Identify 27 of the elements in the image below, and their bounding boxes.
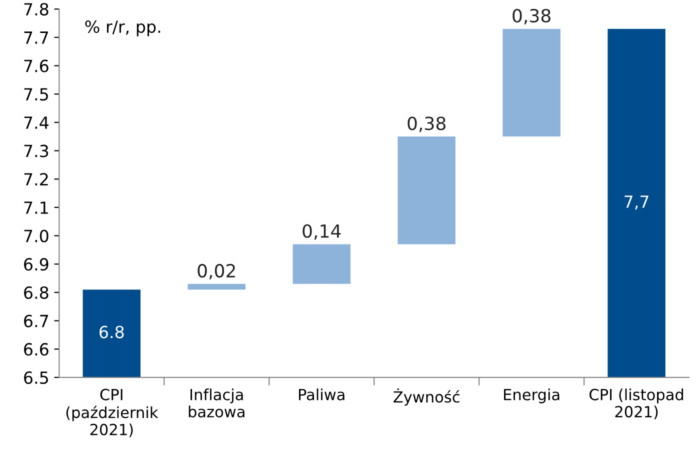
data-label: 0,38	[512, 8, 550, 24]
x-tick-label: Paliwa	[298, 388, 344, 400]
y-tick-label: 7.0	[24, 230, 48, 242]
y-tick-label: 7.6	[24, 60, 48, 72]
x-tick-label: Inflacja bazowa	[188, 388, 244, 418]
data-label: 6.8	[100, 326, 124, 338]
annotation: % r/r, pp.	[85, 20, 160, 36]
x-tick-label: Energia	[504, 388, 560, 404]
data-label: 7,7	[624, 196, 648, 210]
y-tick-label: 7.5	[24, 88, 48, 101]
data-label: 0,38	[408, 116, 446, 132]
y-tick-label: 6.9	[24, 258, 48, 271]
y-tick-label: 7.2	[24, 173, 48, 186]
x-tick-label: Żywność	[394, 388, 460, 406]
y-tick-label: 6.6	[24, 343, 48, 356]
data-label: 0,02	[198, 264, 235, 280]
y-tick-label: 7.3	[24, 144, 48, 158]
y-tick-label: 7.4	[24, 116, 49, 129]
y-tick-label: 6.7	[24, 314, 48, 328]
data-label: 0,14	[302, 224, 341, 240]
y-tick-label: 7.1	[24, 202, 48, 214]
y-tick-label: 6.5	[24, 371, 48, 384]
y-tick-label: 6.8	[24, 286, 48, 299]
x-tick-label: CPI (listopad 2021)	[590, 388, 684, 420]
y-tick-label: 7.8	[24, 3, 48, 16]
y-tick-label: 7.7	[24, 32, 48, 44]
x-tick-label: CPI (październik 2021)	[66, 388, 158, 438]
